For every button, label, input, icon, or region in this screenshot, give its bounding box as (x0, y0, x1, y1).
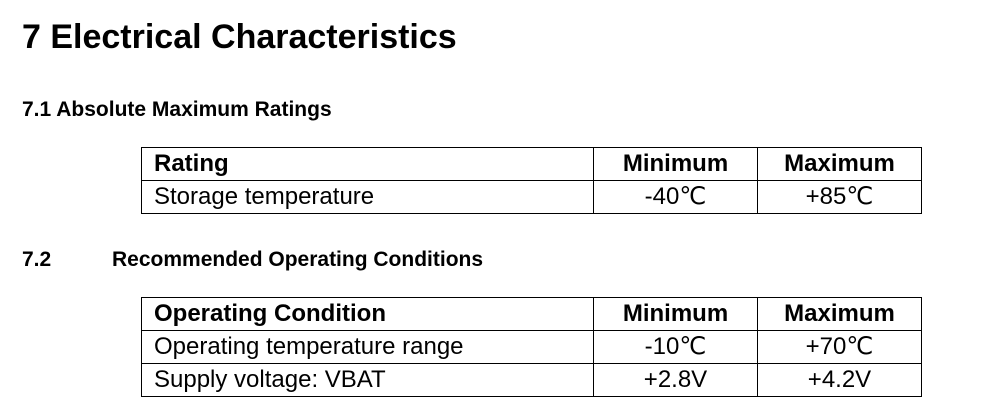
table: Operating Condition Minimum Maximum Operati… (141, 297, 922, 397)
table-cell: Minimum (593, 297, 758, 331)
table-cell: Storage temperature (141, 180, 594, 214)
table-row: Operating Condition Minimum Maximum (141, 297, 922, 331)
table-row: Operating temperature range -10℃ +70℃ (141, 330, 922, 364)
section-title: Recommended Operating Conditions (112, 248, 484, 271)
table-cell: Minimum (593, 147, 758, 181)
table-cell: Operating temperature range (141, 330, 594, 364)
section-number: 7.2 (22, 248, 52, 271)
table-cell: +85℃ (757, 180, 922, 214)
table-cell: -10℃ (593, 330, 758, 364)
table-row: Rating Minimum Maximum (141, 147, 922, 181)
table-cell: Maximum (757, 297, 922, 331)
table-cell: Supply voltage: VBAT (141, 363, 594, 397)
table-row: Supply voltage: VBAT +2.8V +4.2V (141, 363, 922, 397)
section-title: 7.1 Absolute Maximum Ratings (22, 98, 332, 121)
table-row: Storage temperature -40℃ +85℃ (141, 180, 922, 214)
table-cell: -40℃ (593, 180, 758, 214)
table-cell: +2.8V (593, 363, 758, 397)
table-cell: +4.2V (757, 363, 922, 397)
table-cell: Rating (141, 147, 594, 181)
table-cell: Maximum (757, 147, 922, 181)
table: Rating Minimum Maximum Storage temperature -… (141, 147, 922, 214)
table-cell: Operating Condition (141, 297, 594, 331)
heading: 7 Electrical Characteristics (22, 18, 457, 56)
table-cell: +70℃ (757, 330, 922, 364)
